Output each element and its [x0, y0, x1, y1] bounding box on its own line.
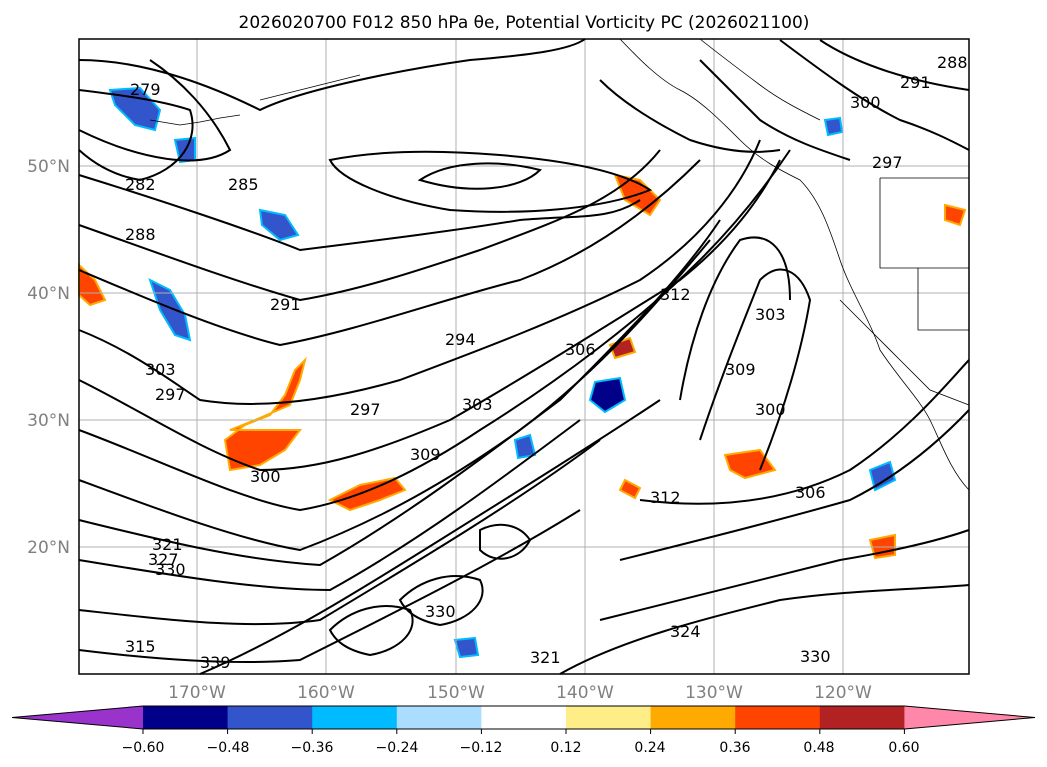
contour-label: 288 — [125, 225, 156, 244]
contour-label: 300 — [755, 400, 786, 419]
theta-e-contours — [78, 38, 970, 675]
longitude-labels: 170°W 160°W 150°W 140°W 130°W 120°W — [168, 683, 872, 703]
colorbar-segment — [481, 706, 567, 729]
colorbar-tick-label: −0.36 — [291, 740, 334, 756]
colorbar-segment — [735, 706, 821, 729]
pv-shading — [78, 86, 967, 659]
contour-label: 306 — [795, 483, 826, 502]
pv-positive-region — [944, 203, 967, 227]
contour-label: 312 — [650, 488, 681, 507]
lat-label: 20°N — [27, 538, 70, 558]
contour-label: 297 — [872, 153, 903, 172]
colorbar-tick-label: −0.60 — [122, 740, 165, 756]
contour-label: 324 — [670, 622, 701, 641]
contour-label: 300 — [250, 467, 281, 486]
colorbar-extend-max — [904, 706, 1035, 729]
colorbar-tick-label: 0.24 — [634, 740, 665, 756]
pv-positive-region — [223, 356, 307, 472]
lon-label: 120°W — [814, 683, 872, 703]
colorbar-tick-label: 0.60 — [888, 740, 919, 756]
lat-label: 40°N — [27, 284, 70, 304]
pv-negative-region — [513, 433, 537, 460]
colorbar — [11, 705, 1036, 734]
contour-label: 330 — [155, 560, 186, 579]
lon-label: 130°W — [685, 683, 743, 703]
pv-negative-region — [148, 278, 192, 342]
map-panel: 279 282 285 288 291 294 297 297 300 303 … — [78, 38, 970, 675]
contour-label: 303 — [145, 360, 176, 379]
pv-negative-region — [868, 460, 897, 492]
contour-label: 294 — [445, 330, 476, 349]
contour-label: 312 — [660, 285, 691, 304]
colorbar-extend-min — [12, 706, 143, 729]
contour-label: 321 — [530, 648, 561, 667]
coastlines — [149, 38, 970, 491]
pv-negative-region — [258, 208, 300, 242]
pv-negative-region — [588, 376, 627, 414]
pv-negative-region — [453, 636, 480, 659]
colorbar-segment — [650, 706, 736, 729]
pv-positive-region — [327, 476, 407, 512]
lon-label: 170°W — [168, 683, 226, 703]
contour-label: 300 — [850, 93, 881, 112]
contour-label: 279 — [130, 80, 161, 99]
pv-negative-region — [823, 116, 844, 137]
contour-label: 285 — [228, 175, 259, 194]
colorbar-tick-label: 0.12 — [550, 740, 581, 756]
contour-label: 330 — [425, 602, 456, 621]
map-frame — [78, 38, 970, 675]
contour-label: 309 — [725, 360, 756, 379]
latitude-labels: 50°N 40°N 30°N 20°N — [27, 157, 70, 558]
lon-label: 160°W — [297, 683, 355, 703]
lon-label: 140°W — [556, 683, 614, 703]
contour-label: 297 — [155, 385, 186, 404]
colorbar-segment — [819, 706, 905, 729]
colorbar-tick-label: −0.12 — [460, 740, 503, 756]
contour-label: 327 — [148, 550, 179, 569]
contour-label: 282 — [125, 175, 156, 194]
contour-label: 321 — [152, 535, 183, 554]
colorbar-tick-label: −0.48 — [207, 740, 250, 756]
pv-positive-region — [618, 478, 642, 500]
colorbar-tick-labels: −0.60 −0.48 −0.36 −0.24 −0.12 0.12 0.24 … — [122, 740, 920, 756]
figure-title: 2026020700 F012 850 hPa θe, Potential Vo… — [239, 13, 810, 33]
contour-label: 291 — [900, 73, 931, 92]
colorbar-segment — [566, 706, 652, 729]
contour-label: 303 — [462, 395, 493, 414]
contour-label-group: 279 282 285 288 291 294 297 297 300 303 … — [125, 53, 968, 672]
colorbar-segment — [312, 706, 398, 729]
contour-label: 306 — [565, 340, 596, 359]
lon-label: 150°W — [427, 683, 485, 703]
contour-label: 303 — [755, 305, 786, 324]
colorbar-tick-label: −0.24 — [376, 740, 419, 756]
pv-positive-region — [723, 448, 777, 480]
contour-label: 315 — [125, 637, 156, 656]
contour-label: 291 — [270, 295, 301, 314]
contour-label: 339 — [200, 653, 231, 672]
pv-negative-region — [108, 86, 162, 132]
colorbar-segment — [227, 706, 313, 729]
colorbar-tick-label: 0.36 — [719, 740, 750, 756]
colorbar-segment — [396, 706, 482, 729]
lat-label: 50°N — [27, 157, 70, 177]
contour-label: 330 — [800, 647, 831, 666]
colorbar-segment — [143, 706, 229, 729]
contour-label: 288 — [937, 53, 968, 72]
colorbar-tick-label: 0.48 — [803, 740, 834, 756]
contour-label: 297 — [350, 400, 381, 419]
contour-label: 309 — [410, 445, 441, 464]
lat-label: 30°N — [27, 411, 70, 431]
